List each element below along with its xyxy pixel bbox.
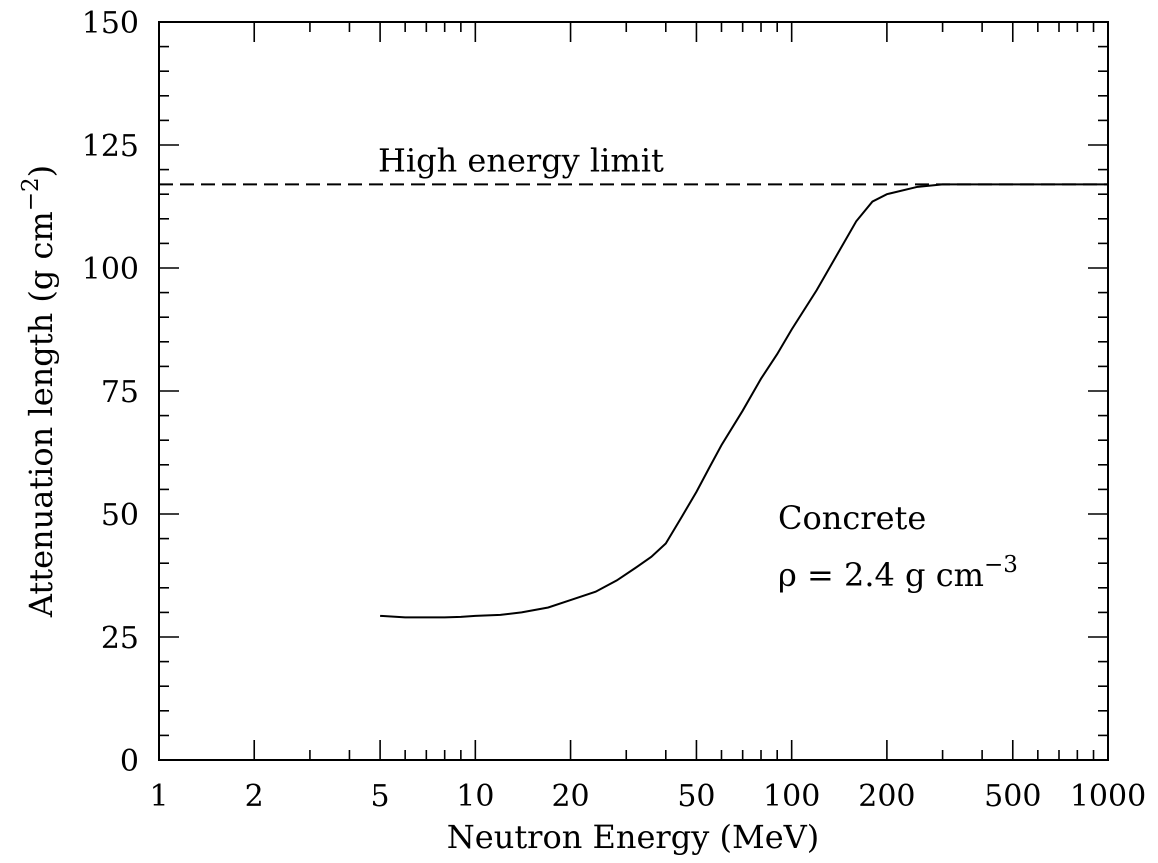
y-axis-title-close: ) (22, 165, 60, 177)
x-tick-label: 50 (677, 779, 715, 814)
x-tick-label: 1 (149, 779, 168, 814)
y-axis-title-sup: −2 (18, 177, 44, 211)
y-tick-labels: 0 25 50 75 100 125 150 (82, 6, 139, 779)
concrete-attenuation-curve (380, 183, 1108, 619)
x-tick-label: 5 (371, 779, 390, 814)
y-tick-label: 25 (101, 621, 139, 656)
density-label-main: ρ = 2.4 g cm (778, 556, 984, 594)
plot-frame (158, 21, 1109, 761)
x-tick-label: 200 (858, 779, 915, 814)
y-tick-label: 50 (101, 498, 139, 533)
x-tick-label: 10 (456, 779, 494, 814)
y-axis-title: Attenuation length (g cm−2) (18, 165, 60, 618)
density-label: ρ = 2.4 g cm−3 (778, 552, 1018, 594)
x-tick-label: 500 (984, 779, 1041, 814)
material-label: Concrete (778, 499, 926, 537)
x-tick-label: 1000 (1070, 779, 1146, 814)
x-tick-labels: 1 2 5 10 20 50 100 200 500 1000 (149, 779, 1146, 814)
x-tick-label: 20 (551, 779, 589, 814)
y-tick-label: 100 (82, 252, 139, 287)
axis-ticks (159, 22, 1108, 760)
x-tick-label: 100 (763, 779, 820, 814)
y-axis-title-main: Attenuation length (g cm (22, 211, 60, 618)
high-energy-limit-label: High energy limit (378, 141, 664, 179)
x-tick-label: 2 (245, 779, 264, 814)
x-axis-title: Neutron Energy (MeV) (447, 818, 819, 856)
y-tick-label: 125 (82, 129, 139, 164)
y-tick-label: 0 (120, 744, 139, 779)
y-tick-label: 75 (101, 375, 139, 410)
y-tick-label: 150 (82, 6, 139, 41)
density-label-sup: −3 (984, 552, 1018, 578)
